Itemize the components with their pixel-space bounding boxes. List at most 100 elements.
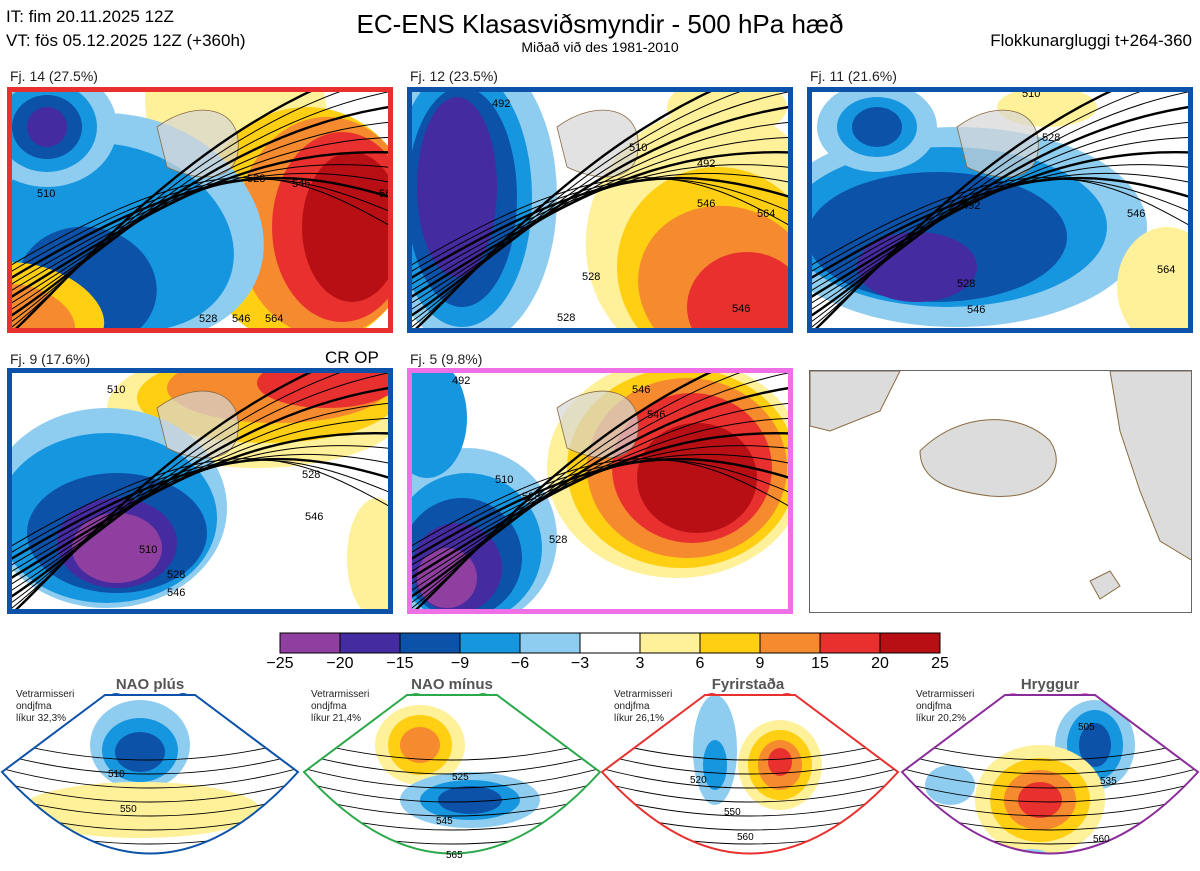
regime-contour-label: 505: [1078, 722, 1095, 733]
regime-anomaly-neg15: [438, 786, 502, 814]
cluster-map-5: 492 510 528 546 546 528: [407, 368, 793, 614]
regime-border: [0, 694, 300, 855]
regime-contour: [602, 767, 898, 789]
contour-label: 528: [199, 313, 217, 325]
regime-3-probability: líkur 26,1%: [614, 713, 665, 724]
regime-1-info: Vetrarmisseri ondjfma líkur 32,3%: [16, 689, 74, 725]
height-contour: [7, 402, 393, 594]
regime-contour: [902, 767, 1198, 789]
cluster-map-svg-1: 528546564510528546564: [7, 87, 393, 333]
contour-label: 510: [37, 188, 55, 200]
colorbar-tick-label: 15: [811, 655, 829, 672]
land-area: [956, 109, 1039, 178]
regime-anomaly-pos15: [1018, 782, 1062, 818]
height-contour: [407, 459, 793, 556]
anomaly-area-pos20: [637, 423, 757, 533]
colorbar-segment: [879, 632, 941, 654]
regime-map-4: 505 535 560: [900, 694, 1200, 855]
contour-label: 546: [967, 304, 985, 316]
anomaly-area-pos3: [1117, 227, 1193, 333]
page-title: EC-ENS Klasasviðsmyndir - 500 hPa hæð: [356, 9, 844, 39]
height-contour: [407, 386, 793, 601]
colorbar-tick-label: 25: [931, 655, 949, 672]
contour-label: 528: [1042, 132, 1060, 144]
contour-label: 528: [167, 569, 185, 581]
colorbar-tick-label: 20: [871, 655, 889, 672]
regime-contour: [2, 739, 298, 761]
height-contour: [7, 459, 393, 556]
anomaly-area-pos20: [302, 152, 393, 302]
contour-label: 546: [167, 587, 185, 599]
contour-label: 528: [247, 173, 265, 185]
colorbar-tick-label: 6: [695, 655, 705, 672]
colorbar-tick-label: −3: [570, 655, 590, 672]
contour-label: 546: [647, 409, 665, 421]
contour-label: 528: [549, 534, 567, 546]
regime-contour-label: 550: [724, 807, 741, 818]
regime-maps: 510 550 525 545 565 520 550 560 505 535 560: [0, 694, 1200, 861]
regime-contour: [2, 767, 298, 789]
regime-contour: [304, 781, 600, 803]
height-contour: [7, 177, 393, 269]
height-contour: [407, 177, 793, 269]
regime-anomaly-pos9: [400, 727, 440, 763]
height-contour: [407, 176, 793, 282]
contour-label: 528: [522, 491, 540, 503]
regime-contour: [902, 781, 1198, 803]
regime-contour: [902, 753, 1198, 775]
regime-1-season: Vetrarmisseri: [16, 689, 75, 700]
height-contour: [807, 121, 1193, 313]
contour-label: 546: [1127, 208, 1145, 220]
anomaly-area-pos3: [347, 498, 393, 614]
contour-label: 492: [697, 158, 715, 170]
regime-contour-label: 535: [1100, 776, 1117, 787]
regime-contour-label: 545: [436, 816, 453, 827]
regime-4-probability: líkur 20,2%: [916, 713, 967, 724]
land-area: [156, 109, 239, 178]
height-contour: [7, 457, 393, 563]
regime-2-season: Vetrarmisseri: [311, 689, 370, 700]
contour-label: 528: [957, 278, 975, 290]
regime-contour-label: 510: [108, 769, 125, 780]
colorbar-tick-label: −20: [326, 655, 354, 672]
regime-1-name: NAO plús: [115, 676, 185, 693]
contour-label: 546: [232, 313, 250, 325]
anomaly-area-pos15: [687, 252, 793, 333]
cluster-border: [7, 87, 393, 333]
contour-label: 546: [732, 303, 750, 315]
regime-contour: [304, 767, 600, 789]
regime-contour: [2, 753, 298, 775]
regime-contour: [2, 795, 298, 817]
height-contour: [407, 458, 793, 550]
regime-border: [900, 694, 1200, 855]
height-contour: [7, 121, 393, 313]
regime-anomaly-neg6: [925, 765, 975, 805]
colorbar-segment: [639, 632, 701, 654]
regime-contour: [602, 753, 898, 775]
contour-label: 510: [495, 474, 513, 486]
regime-contour: [902, 795, 1198, 817]
regime-contour: [304, 739, 600, 761]
cluster-label-5: Fj. 5 (9.8%): [410, 351, 483, 367]
regime-4-info: Vetrarmisseri ondjfma líkur 20,2%: [916, 689, 974, 725]
cluster-map-svg-5: 492 510 528 546 546 528: [407, 368, 793, 614]
contour-label: 510: [139, 544, 157, 556]
contour-label: 546: [292, 178, 310, 190]
cluster-border: [7, 368, 393, 614]
colorbar-segment: [819, 632, 881, 654]
regime-2-info: Vetrarmisseri ondjfma líkur 21,4%: [311, 689, 369, 725]
colorbar-tick-label: −9: [450, 655, 470, 672]
height-contour: [407, 402, 793, 594]
regime-3-level: ondjfma: [614, 701, 650, 712]
regime-map-3: 520 550 560: [600, 694, 900, 855]
colorbar-tick-label: 3: [635, 655, 645, 672]
land-area: [556, 109, 639, 178]
anomaly-area-neg20: [417, 97, 497, 277]
contour-label: 528: [582, 271, 600, 283]
regime-anomaly-neg9: [703, 740, 727, 790]
base-map-land: [810, 371, 1191, 600]
regime-contour: [2, 781, 298, 803]
land-area: [556, 390, 639, 459]
regime-contour-label: 550: [120, 804, 137, 815]
